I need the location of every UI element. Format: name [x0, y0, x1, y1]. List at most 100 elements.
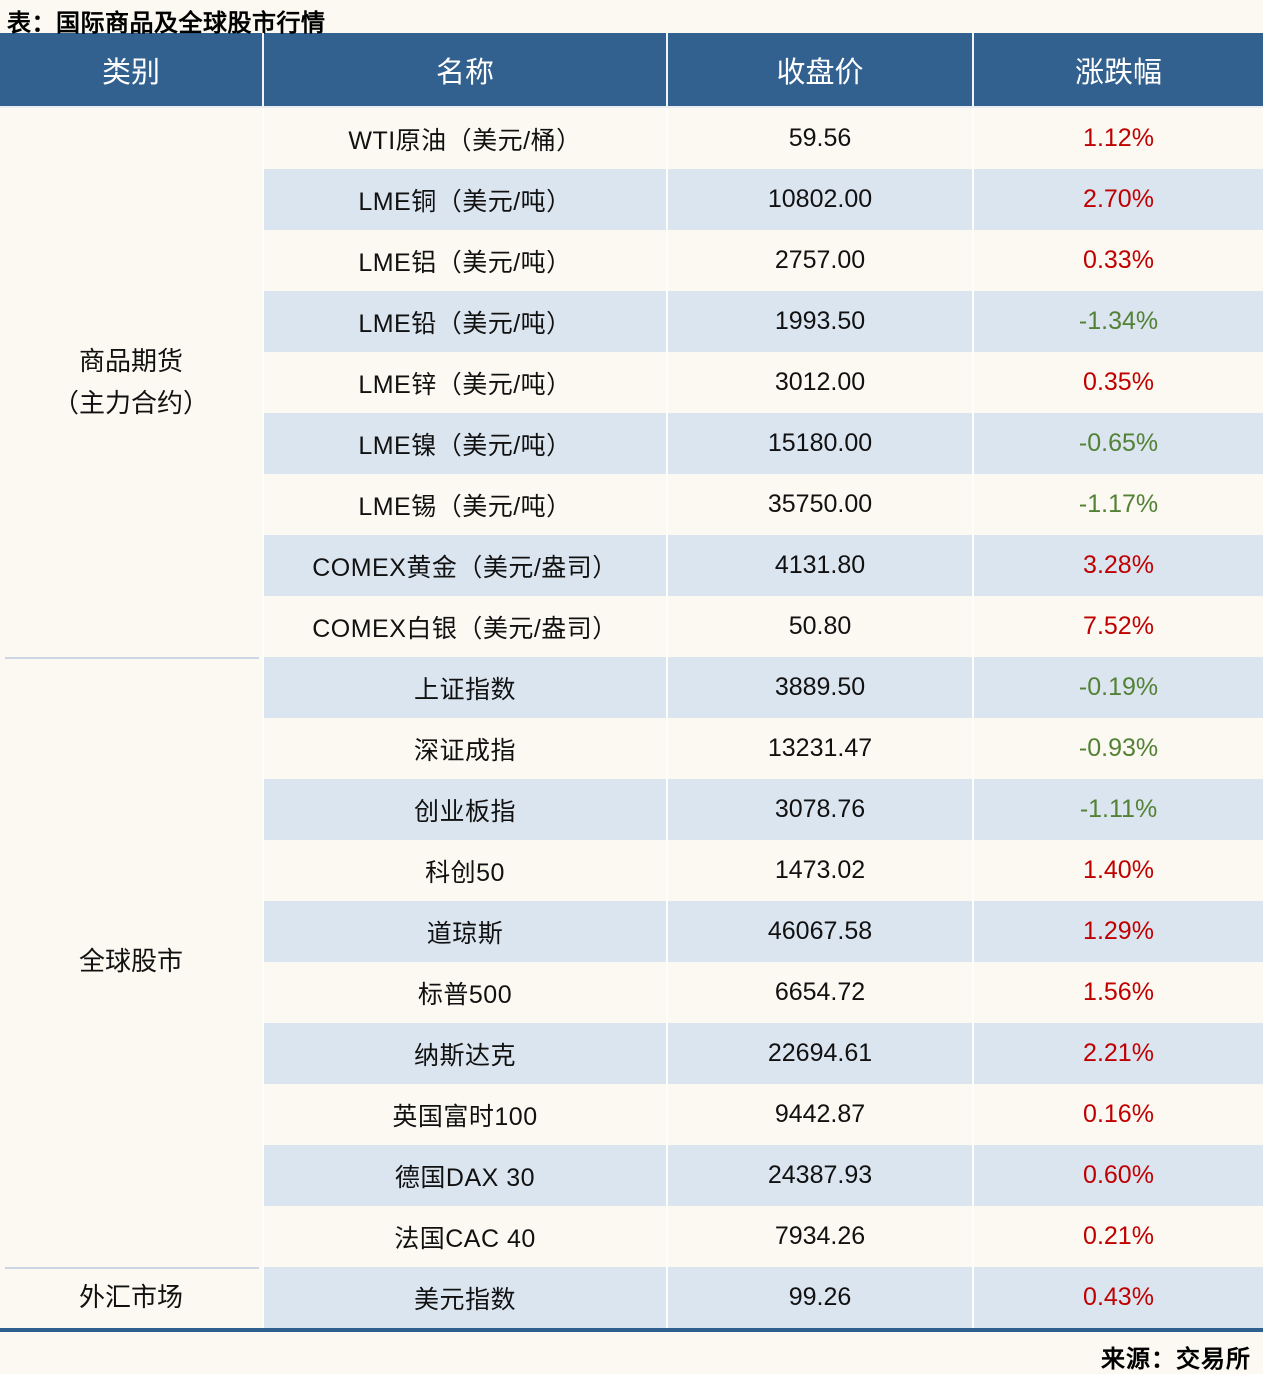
close-cell: 46067.58 — [666, 901, 972, 962]
name-cell: 标普500 — [262, 962, 666, 1023]
table-row: 上证指数 3889.50 -0.19% — [262, 657, 1263, 718]
change-cell: 0.16% — [972, 1084, 1263, 1145]
change-cell: 7.52% — [972, 596, 1263, 657]
name-cell: LME铝（美元/吨） — [262, 230, 666, 291]
name-cell: 法国CAC 40 — [262, 1206, 666, 1267]
close-cell: 3889.50 — [666, 657, 972, 718]
market-table: 类别 名称 收盘价 涨跌幅 商品期货 （主力合约） WTI原油（美元/桶） 59… — [0, 33, 1263, 1328]
change-cell: -0.65% — [972, 413, 1263, 474]
name-cell: 上证指数 — [262, 657, 666, 718]
name-cell: 创业板指 — [262, 779, 666, 840]
table-row: 法国CAC 40 7934.26 0.21% — [262, 1206, 1263, 1267]
table-section: 全球股市 上证指数 3889.50 -0.19% 深证成指 13231.47 -… — [0, 657, 1263, 1267]
name-cell: 美元指数 — [262, 1267, 666, 1328]
change-cell: 0.21% — [972, 1206, 1263, 1267]
close-cell: 3012.00 — [666, 352, 972, 413]
name-cell: LME铜（美元/吨） — [262, 169, 666, 230]
table-row: LME镍（美元/吨） 15180.00 -0.65% — [262, 413, 1263, 474]
name-cell: LME铅（美元/吨） — [262, 291, 666, 352]
table-row: 创业板指 3078.76 -1.11% — [262, 779, 1263, 840]
close-cell: 35750.00 — [666, 474, 972, 535]
change-cell: 1.29% — [972, 901, 1263, 962]
table-row: 德国DAX 30 24387.93 0.60% — [262, 1145, 1263, 1206]
close-cell: 15180.00 — [666, 413, 972, 474]
close-cell: 4131.80 — [666, 535, 972, 596]
table-section: 商品期货 （主力合约） WTI原油（美元/桶） 59.56 1.12% LME铜… — [0, 108, 1263, 657]
table-row: COMEX白银（美元/盎司） 50.80 7.52% — [262, 596, 1263, 657]
close-cell: 1993.50 — [666, 291, 972, 352]
table-header-row: 类别 名称 收盘价 涨跌幅 — [0, 33, 1263, 108]
table-row: 美元指数 99.26 0.43% — [262, 1267, 1263, 1328]
change-cell: -0.19% — [972, 657, 1263, 718]
column-header-close: 收盘价 — [666, 33, 972, 106]
category-cell: 外汇市场 — [0, 1267, 262, 1328]
name-cell: 德国DAX 30 — [262, 1145, 666, 1206]
change-cell: 0.43% — [972, 1267, 1263, 1328]
change-cell: 0.60% — [972, 1145, 1263, 1206]
change-cell: 2.21% — [972, 1023, 1263, 1084]
table-row: LME铝（美元/吨） 2757.00 0.33% — [262, 230, 1263, 291]
section-rows: 上证指数 3889.50 -0.19% 深证成指 13231.47 -0.93%… — [262, 657, 1263, 1267]
change-cell: -1.17% — [972, 474, 1263, 535]
close-cell: 99.26 — [666, 1267, 972, 1328]
table-row: COMEX黄金（美元/盎司） 4131.80 3.28% — [262, 535, 1263, 596]
change-cell: -1.34% — [972, 291, 1263, 352]
close-cell: 3078.76 — [666, 779, 972, 840]
name-cell: LME镍（美元/吨） — [262, 413, 666, 474]
change-cell: 1.56% — [972, 962, 1263, 1023]
name-cell: 科创50 — [262, 840, 666, 901]
close-cell: 6654.72 — [666, 962, 972, 1023]
close-cell: 50.80 — [666, 596, 972, 657]
table-bottom-rule — [0, 1328, 1263, 1332]
name-cell: 纳斯达克 — [262, 1023, 666, 1084]
page-title: 表：国际商品及全球股市行情 — [7, 10, 326, 37]
close-cell: 2757.00 — [666, 230, 972, 291]
close-cell: 24387.93 — [666, 1145, 972, 1206]
name-cell: WTI原油（美元/桶） — [262, 108, 666, 169]
table-row: LME锡（美元/吨） 35750.00 -1.17% — [262, 474, 1263, 535]
name-cell: 英国富时100 — [262, 1084, 666, 1145]
table-row: 纳斯达克 22694.61 2.21% — [262, 1023, 1263, 1084]
name-cell: LME锌（美元/吨） — [262, 352, 666, 413]
table-row: LME铅（美元/吨） 1993.50 -1.34% — [262, 291, 1263, 352]
column-header-name: 名称 — [262, 33, 666, 106]
section-rows: WTI原油（美元/桶） 59.56 1.12% LME铜（美元/吨） 10802… — [262, 108, 1263, 657]
column-header-category: 类别 — [101, 56, 160, 89]
close-cell: 59.56 — [666, 108, 972, 169]
name-cell: LME锡（美元/吨） — [262, 474, 666, 535]
change-cell: -0.93% — [972, 718, 1263, 779]
table-row: 英国富时100 9442.87 0.16% — [262, 1084, 1263, 1145]
change-cell: 3.28% — [972, 535, 1263, 596]
table-row: LME锌（美元/吨） 3012.00 0.35% — [262, 352, 1263, 413]
section-rows: 美元指数 99.26 0.43% — [262, 1267, 1263, 1328]
close-cell: 13231.47 — [666, 718, 972, 779]
change-cell: 2.70% — [972, 169, 1263, 230]
name-cell: COMEX白银（美元/盎司） — [262, 596, 666, 657]
change-cell: 0.35% — [972, 352, 1263, 413]
change-cell: 1.40% — [972, 840, 1263, 901]
table-section: 外汇市场 美元指数 99.26 0.43% — [0, 1267, 1263, 1328]
close-cell: 9442.87 — [666, 1084, 972, 1145]
name-cell: COMEX黄金（美元/盎司） — [262, 535, 666, 596]
change-cell: 1.12% — [972, 108, 1263, 169]
category-cell: 商品期货 （主力合约） — [52, 345, 209, 418]
close-cell: 10802.00 — [666, 169, 972, 230]
table-row: 科创50 1473.02 1.40% — [262, 840, 1263, 901]
table-row: LME铜（美元/吨） 10802.00 2.70% — [262, 169, 1263, 230]
name-cell: 深证成指 — [262, 718, 666, 779]
close-cell: 1473.02 — [666, 840, 972, 901]
table-row: 深证成指 13231.47 -0.93% — [262, 718, 1263, 779]
table-row: WTI原油（美元/桶） 59.56 1.12% — [262, 108, 1263, 169]
table-row: 道琼斯 46067.58 1.29% — [262, 901, 1263, 962]
close-cell: 22694.61 — [666, 1023, 972, 1084]
close-cell: 7934.26 — [666, 1206, 972, 1267]
category-cell: 全球股市 — [0, 657, 262, 1267]
source-caption: 来源：交易所 — [1101, 1346, 1251, 1373]
name-cell: 道琼斯 — [262, 901, 666, 962]
change-cell: -1.11% — [972, 779, 1263, 840]
table-row: 标普500 6654.72 1.56% — [262, 962, 1263, 1023]
column-header-change: 涨跌幅 — [972, 33, 1263, 106]
table-body: 商品期货 （主力合约） WTI原油（美元/桶） 59.56 1.12% LME铜… — [0, 108, 1263, 1328]
change-cell: 0.33% — [972, 230, 1263, 291]
